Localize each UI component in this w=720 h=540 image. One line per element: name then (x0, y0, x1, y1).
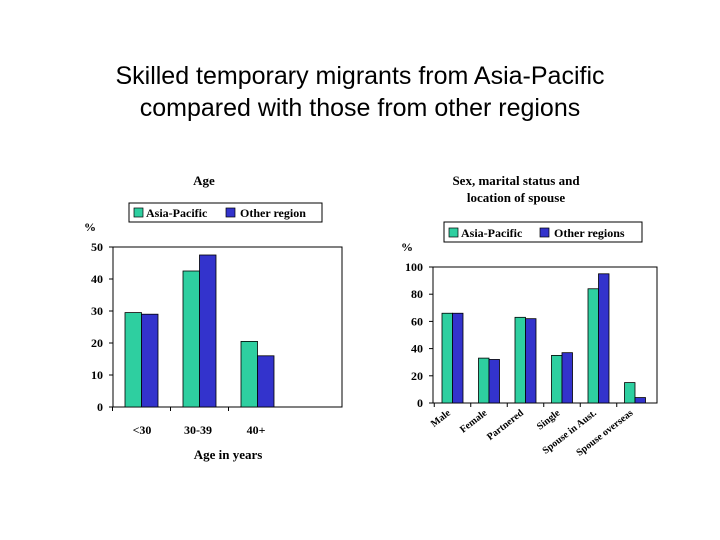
age-legend-swatch-other (225, 207, 236, 218)
age-y-tick-label: 10 (91, 368, 103, 382)
sex-legend-swatch-other (539, 227, 550, 238)
age-legend-label-asia-pacific: Asia-Pacific (146, 206, 208, 220)
sex-bar-asia-pacific-male (441, 312, 453, 404)
sex-bar-asia-pacific-spouse-overseas (624, 382, 636, 404)
age-bar-other-region-30 (141, 313, 159, 408)
sex-legend-label-other: Other regions (554, 226, 625, 240)
sex-y-tick-label: 20 (411, 369, 423, 383)
slide-title: Skilled temporary migrants from Asia-Pac… (0, 60, 720, 124)
sex-bar-asia-pacific-single (551, 354, 563, 404)
sex-bar-other-regions-spouse-overseas (634, 397, 646, 404)
slide-title-line-1: Skilled temporary migrants from Asia-Pac… (115, 62, 605, 90)
sex-y-tick-label: 0 (417, 396, 423, 410)
age-x-tick-label-40: 40+ (247, 423, 266, 437)
sex-x-tick-label-partnered: Partnered (485, 407, 526, 442)
age-bar-asia-pacific-40 (240, 340, 258, 408)
age-y-tick-label: 50 (91, 240, 103, 254)
sex-x-tick-label-female: Female (458, 407, 490, 435)
age-y-axis-unit: % (84, 220, 96, 234)
sex-y-tick-label: 40 (411, 342, 423, 356)
age-legend-label-other: Other region (240, 206, 306, 220)
age-x-tick-label-30: <30 (133, 423, 152, 437)
age-y-tick-label: 0 (97, 400, 103, 414)
age-bar-asia-pacific-30-39 (182, 270, 200, 408)
age-legend-box (128, 202, 323, 223)
sex-plot-frame (432, 266, 658, 404)
sex-chart-title-line-1: Sex, marital status and (452, 173, 580, 188)
age-chart-title: Age (193, 173, 215, 188)
age-bar-other-region-40 (257, 355, 275, 408)
sex-bar-other-regions-male (452, 312, 464, 404)
age-legend-swatch-asia-pacific (133, 207, 144, 218)
sex-legend-label-asia-pacific: Asia-Pacific (461, 226, 523, 240)
age-y-tick-label: 40 (91, 272, 103, 286)
age-chart: Age Asia-Pacific Other region % Age in y… (84, 173, 343, 462)
age-bar-asia-pacific-30 (124, 312, 142, 408)
sex-bar-asia-pacific-partnered (514, 316, 526, 404)
age-plot-frame (112, 246, 343, 408)
age-x-axis-title: Age in years (194, 447, 263, 462)
sex-legend-swatch-asia-pacific (448, 227, 459, 238)
sex-x-tick-label-single: Single (535, 407, 563, 432)
age-y-tick-label: 20 (91, 336, 103, 350)
age-bar-other-region-30-39 (199, 254, 217, 408)
age-y-tick-label: 30 (91, 304, 103, 318)
sex-bar-asia-pacific-spouse-in-aust (587, 288, 599, 404)
sex-y-tick-label: 60 (411, 314, 423, 328)
sex-bar-other-regions-partnered (525, 318, 537, 404)
sex-x-tick-label-male: Male (429, 407, 453, 429)
sex-chart-title-line-2: location of spouse (467, 190, 565, 205)
sex-marital-chart: Sex, marital status and location of spou… (401, 173, 658, 459)
sex-y-axis-unit: % (401, 240, 413, 254)
sex-y-tick-label: 80 (411, 287, 423, 301)
sex-bar-other-regions-female (488, 359, 500, 404)
sex-bar-other-regions-spouse-in-aust (598, 273, 610, 404)
sex-bar-other-regions-single (561, 352, 573, 404)
sex-y-tick-label: 100 (405, 260, 423, 274)
age-x-tick-label-30-39: 30-39 (184, 423, 212, 437)
sex-bar-asia-pacific-female (478, 357, 490, 404)
slide-title-line-2: compared with those from other regions (139, 94, 581, 122)
